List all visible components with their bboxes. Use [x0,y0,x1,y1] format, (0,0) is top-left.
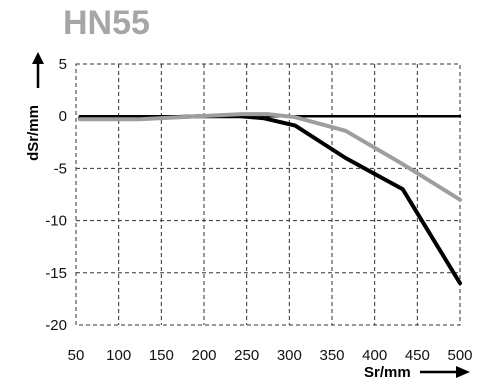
x-axis-label-group: Sr/mm [364,364,470,381]
y-axis-label: dSr/mm [25,105,42,161]
y-tick-label: -15 [45,265,67,282]
x-tick-labels: 50 100 150 200 250 300 350 400 450 500 [68,347,473,364]
y-axis-label-group: dSr/mm [25,52,44,161]
y-axis-arrowhead-icon [32,52,44,64]
x-tick-label: 450 [405,347,430,364]
plot-frame [75,63,461,326]
gridlines [76,64,460,325]
y-tick-labels: 5 0 -5 -10 -15 -20 [45,56,67,334]
x-axis-arrowhead-icon [456,366,470,378]
y-tick-label: 0 [59,108,67,125]
x-tick-label: 250 [234,347,259,364]
x-tick-label: 350 [319,347,344,364]
series-group [77,112,462,286]
plot-border [75,63,461,326]
y-tick-label: -20 [45,317,67,334]
x-tick-label: 300 [277,347,302,364]
x-tick-label: 400 [362,347,387,364]
x-tick-label: 200 [191,347,216,364]
x-tick-label: 500 [447,347,472,364]
y-tick-label: 5 [59,56,67,73]
chart-title: HN55 [63,4,150,42]
series-line-2 [77,112,462,202]
x-tick-label: 150 [149,347,174,364]
x-tick-label: 100 [106,347,131,364]
y-tick-label: -10 [45,213,67,230]
x-tick-label: 50 [68,347,85,364]
series-line-1 [77,114,462,286]
x-axis-label: Sr/mm [364,364,411,381]
y-tick-label: -5 [54,160,67,177]
